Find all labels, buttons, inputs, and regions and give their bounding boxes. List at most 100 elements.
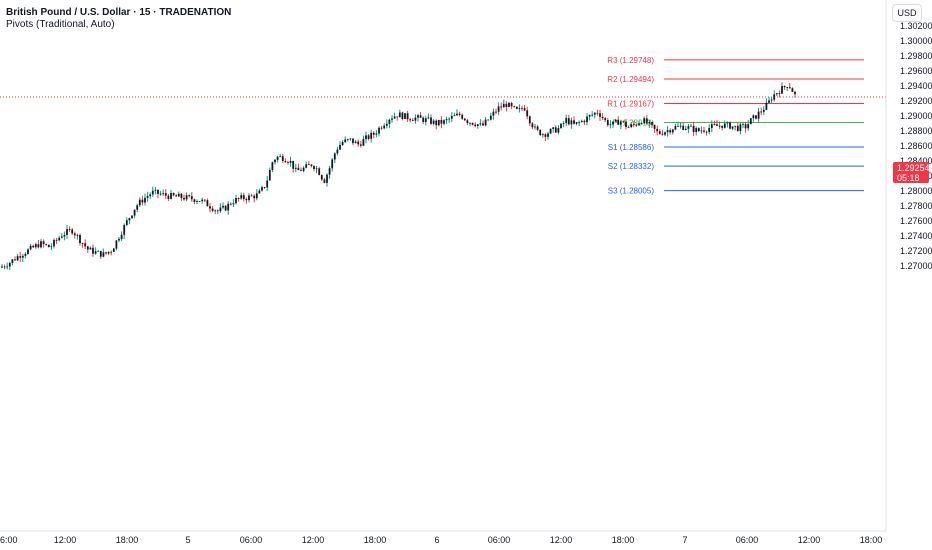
candle-body — [380, 127, 383, 129]
candle-body — [526, 110, 529, 117]
x-tick-label: 7 — [682, 535, 687, 545]
candle — [385, 119, 388, 129]
candle-body — [29, 245, 32, 250]
candle-body — [396, 116, 399, 118]
candle-body — [448, 118, 451, 120]
candle — [274, 158, 276, 165]
candle — [648, 119, 651, 128]
pivot-label-s3: S3 (1.28005) — [608, 187, 655, 196]
candle-body — [307, 164, 310, 166]
candle — [151, 186, 154, 197]
candle-body — [297, 167, 300, 171]
currency-button[interactable]: USD — [892, 4, 922, 22]
candle — [554, 125, 557, 134]
candle — [336, 146, 339, 156]
candle — [216, 209, 219, 214]
candle — [575, 121, 578, 126]
candle-body — [227, 203, 230, 211]
candle — [333, 152, 336, 164]
candle — [487, 119, 490, 121]
candle — [125, 217, 128, 227]
candle — [365, 131, 367, 144]
candle — [437, 119, 440, 127]
candle — [630, 122, 633, 129]
indicator-label[interactable]: Pivots (Traditional, Auto) — [6, 19, 115, 30]
x-tick-label: 18:00 — [860, 535, 883, 545]
candle-body — [271, 162, 274, 170]
candle-body — [684, 128, 687, 130]
candle-body — [3, 266, 6, 268]
x-tick-label: 18:00 — [116, 535, 139, 545]
candle — [300, 167, 302, 172]
candle — [391, 115, 393, 123]
candle-body — [783, 86, 786, 88]
candle — [362, 135, 365, 147]
candle — [276, 155, 279, 163]
candle-body — [328, 168, 331, 175]
symbol-title[interactable]: British Pound / U.S. Dollar · 15 · TRADE… — [6, 7, 232, 18]
candle-body — [411, 120, 414, 122]
candle-body — [318, 168, 321, 176]
candle-body — [635, 124, 638, 126]
candle — [609, 120, 612, 129]
candle-body — [484, 119, 487, 126]
candle — [326, 173, 328, 187]
candle — [110, 250, 113, 256]
candle — [393, 112, 396, 119]
candle — [508, 101, 510, 108]
candle — [755, 115, 757, 120]
candle — [164, 189, 167, 199]
candle — [302, 166, 305, 173]
candle-body — [497, 106, 500, 112]
candle — [674, 123, 677, 131]
candle-body — [424, 118, 427, 122]
candle — [229, 202, 232, 206]
candle-body — [42, 241, 45, 245]
candle-body — [731, 126, 734, 129]
candle-body — [651, 122, 653, 125]
candle — [734, 125, 737, 131]
y-tick-label: 1.27400 — [900, 231, 932, 241]
candle — [762, 106, 765, 116]
candle — [71, 227, 74, 236]
current-price-tag: 1.29254 05:18 — [893, 162, 930, 183]
candle — [281, 153, 284, 164]
candle — [193, 198, 196, 205]
candle — [456, 109, 458, 116]
candle-body — [500, 106, 503, 108]
candle-body — [489, 115, 492, 120]
candle — [154, 186, 157, 195]
candle-body — [27, 249, 29, 255]
candle-body — [773, 94, 776, 100]
candle — [1, 263, 3, 269]
candle-body — [653, 124, 656, 129]
candle — [424, 115, 427, 126]
candle — [640, 122, 643, 125]
candle-body — [375, 133, 378, 135]
y-tick-label: 1.29200 — [900, 96, 932, 106]
candle-body — [14, 259, 16, 261]
candle-body — [198, 201, 201, 202]
candle-body — [729, 122, 731, 129]
candle — [123, 223, 126, 240]
candle-body — [710, 124, 713, 128]
candle — [310, 164, 313, 168]
candle — [177, 191, 180, 197]
candle-body — [162, 193, 165, 194]
candle-body — [534, 126, 536, 128]
candle-body — [554, 127, 557, 133]
candle — [133, 209, 136, 219]
candle-body — [677, 125, 679, 127]
candle — [617, 116, 620, 125]
candle-body — [453, 115, 456, 117]
candle — [81, 242, 84, 248]
candle — [307, 161, 310, 166]
candle-body — [671, 129, 674, 133]
candle-body — [669, 130, 672, 133]
candle-body — [674, 126, 677, 130]
candle — [406, 110, 409, 122]
candle-body — [471, 122, 474, 125]
candle-body — [601, 116, 604, 119]
candle-body — [388, 119, 391, 124]
